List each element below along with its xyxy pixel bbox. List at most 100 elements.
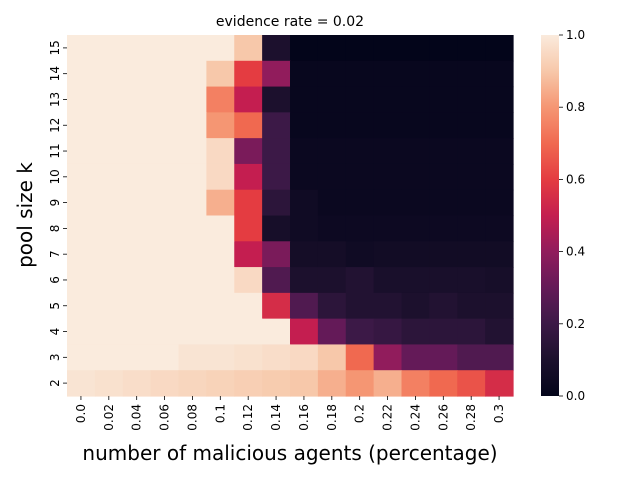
heatmap-cell	[262, 241, 291, 268]
heatmap-cell	[317, 344, 347, 371]
heatmap-cell	[234, 189, 263, 217]
x-tick-label: 0.04	[130, 404, 144, 431]
heatmap-cell	[67, 189, 96, 217]
y-tick-label: 13	[48, 92, 62, 107]
heatmap-cell	[485, 138, 514, 165]
heatmap-cell	[94, 370, 124, 397]
x-tick-label: 0.26	[436, 404, 450, 431]
heatmap-cell	[290, 267, 319, 294]
heatmap-cell	[234, 292, 263, 320]
heatmap-cell	[373, 344, 403, 371]
heatmap-cell	[290, 370, 319, 397]
heatmap-cell	[150, 370, 180, 397]
heatmap-cell	[94, 35, 124, 62]
heatmap-cell	[67, 215, 96, 242]
heatmap-cell	[429, 370, 458, 397]
heatmap-cell	[290, 215, 319, 242]
heatmap-cell	[262, 112, 291, 139]
x-tick-label: 0.3	[492, 404, 506, 423]
y-tick-label: 8	[48, 225, 62, 233]
colorbar-tick-label: 1.0	[566, 28, 585, 42]
y-tick-label: 6	[48, 276, 62, 284]
x-tick-label: 0.14	[269, 404, 283, 431]
heatmap-cell	[485, 163, 514, 191]
heatmap-cell	[67, 35, 96, 62]
heatmap-cell	[457, 60, 486, 88]
heatmap-cell	[317, 189, 347, 217]
heatmap-cell	[457, 344, 486, 371]
heatmap-cell	[345, 215, 375, 242]
heatmap-cell	[206, 138, 235, 165]
heatmap-cell	[401, 241, 430, 268]
heatmap-cell	[290, 318, 319, 346]
heatmap-cell	[345, 267, 375, 294]
x-tick-label: 0.08	[185, 404, 199, 431]
heatmap-cell	[234, 163, 263, 191]
heatmap-cell	[345, 35, 375, 62]
heatmap-cell	[290, 189, 319, 217]
heatmap-cell	[67, 292, 96, 320]
heatmap-cell	[122, 292, 152, 320]
chart-title: evidence rate = 0.02	[216, 14, 364, 30]
heatmap-cell	[401, 138, 430, 165]
x-tick-label: 0.02	[102, 404, 116, 431]
heatmap-cell	[150, 60, 180, 88]
heatmap-cell	[485, 215, 514, 242]
heatmap-cell	[429, 189, 458, 217]
heatmap-cell	[262, 189, 291, 217]
heatmap-cell	[122, 189, 152, 217]
heatmap-cell	[122, 60, 152, 88]
heatmap-cell	[178, 35, 207, 62]
heatmap-cell	[317, 292, 347, 320]
heatmap-cell	[262, 138, 291, 165]
heatmap-cell	[429, 344, 458, 371]
heatmap-cell	[150, 86, 180, 113]
heatmap-cell	[234, 35, 263, 62]
heatmap-cell	[345, 189, 375, 217]
heatmap-cell	[317, 370, 347, 397]
heatmap-cell	[150, 189, 180, 217]
heatmap-cell	[345, 163, 375, 191]
heatmap-cell	[401, 86, 430, 113]
x-tick-label: 0.06	[158, 404, 172, 431]
heatmap-cell	[206, 112, 235, 139]
heatmap-cell	[206, 292, 235, 320]
heatmap-cell	[178, 60, 207, 88]
y-tick-label: 4	[48, 328, 62, 336]
heatmap-cell	[150, 241, 180, 268]
heatmap-cell	[67, 344, 96, 371]
x-tick-label: 0.2	[353, 404, 367, 423]
heatmap-cell	[345, 292, 375, 320]
heatmap-cell	[429, 163, 458, 191]
heatmap-cell	[206, 370, 235, 397]
heatmap-cell	[373, 60, 403, 88]
heatmap-cell	[485, 292, 514, 320]
y-tick-label: 14	[48, 66, 62, 81]
heatmap-cell	[150, 138, 180, 165]
heatmap-cell	[94, 163, 124, 191]
heatmap-cell	[485, 60, 514, 88]
heatmap-cell	[206, 60, 235, 88]
heatmap-cell	[373, 86, 403, 113]
heatmap-cell	[206, 163, 235, 191]
heatmap-cell	[317, 163, 347, 191]
heatmap-cell	[290, 163, 319, 191]
y-tick-label: 2	[48, 379, 62, 387]
heatmap-cell	[345, 344, 375, 371]
heatmap-cell	[94, 138, 124, 165]
heatmap-cell	[457, 35, 486, 62]
heatmap-cell	[94, 112, 124, 139]
heatmap-cell	[178, 292, 207, 320]
y-axis-title: pool size k	[13, 162, 37, 268]
heatmap-cell	[401, 215, 430, 242]
heatmap-cell	[94, 189, 124, 217]
heatmap-cell	[290, 60, 319, 88]
heatmap-cell	[485, 318, 514, 346]
heatmap-cell	[262, 344, 291, 371]
heatmap-cell	[401, 292, 430, 320]
y-tick-label: 7	[48, 250, 62, 258]
heatmap-cell	[94, 241, 124, 268]
heatmap-cell	[429, 318, 458, 346]
heatmap-cell	[373, 35, 403, 62]
